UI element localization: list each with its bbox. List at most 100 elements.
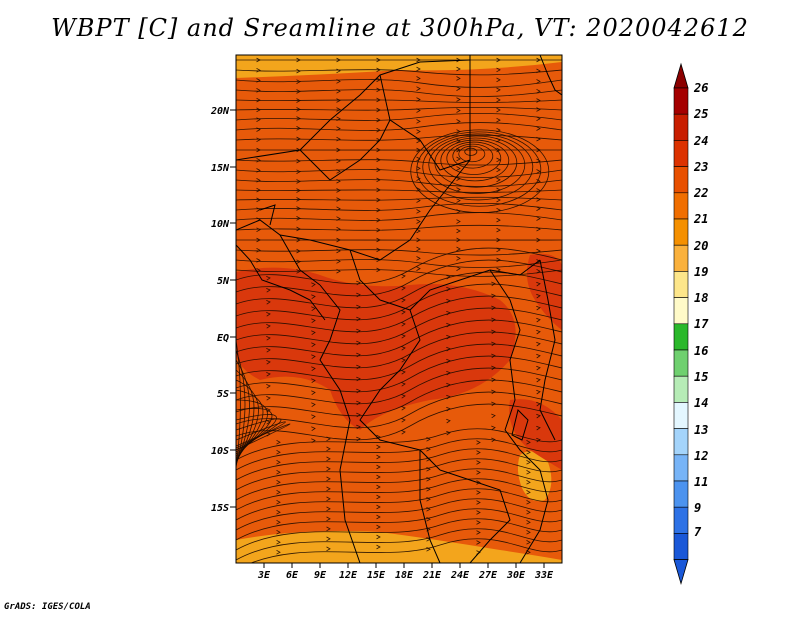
border-7 (359, 309, 441, 471)
streamline-arrow (296, 126, 301, 131)
streamline-arrow (526, 540, 531, 545)
streamline-arrow (416, 138, 421, 144)
streamline-arrow (456, 147, 461, 153)
streamline (236, 295, 562, 333)
streamline-arrow (476, 530, 481, 535)
streamline-arrow (376, 187, 381, 193)
streamline-arrow (336, 88, 341, 94)
streamline-arrow (416, 176, 421, 181)
streamline-arrow (536, 401, 541, 407)
streamline-arrow (256, 258, 261, 263)
streamline-arrow (456, 237, 461, 243)
streamline (236, 247, 562, 285)
streamline-arrow (266, 384, 271, 389)
map-field (236, 55, 562, 563)
streamline-arrow (336, 259, 341, 264)
streamline-arrow (336, 136, 341, 142)
streamline (236, 528, 562, 561)
streamline-arrow (376, 524, 381, 530)
streamline-arrow (256, 147, 261, 153)
streamline-arrow (401, 286, 406, 291)
streamline-arrow (536, 126, 541, 131)
grads-credit: GrADS: IGES/COLA (4, 602, 91, 612)
streamline-arrow (491, 305, 496, 311)
streamline-arrow (491, 413, 496, 419)
streamline-arrow (416, 219, 421, 224)
streamline-arrow (296, 259, 301, 264)
streamline-arrow (426, 437, 431, 442)
streamline-arrow (401, 370, 406, 375)
streamline-arrow (426, 507, 431, 512)
lat-ticks (230, 109, 236, 508)
streamline (236, 488, 562, 521)
streamline-arrow (536, 79, 541, 84)
streamline-arrow (376, 247, 381, 253)
streamline-arrow (296, 237, 301, 243)
streamline-arrow (376, 444, 381, 450)
colorbar-swatch (673, 428, 689, 456)
streamline-arrow (476, 440, 481, 445)
streamline-arrow (416, 228, 421, 234)
streamline-arrow (536, 136, 541, 142)
streamline-arrow (526, 450, 531, 455)
border-15 (236, 244, 326, 321)
streamline-arrow (476, 520, 481, 525)
lon-label: 30E (506, 570, 526, 581)
streamline-arrow (296, 89, 301, 94)
streamline-arrow (356, 400, 361, 406)
country-borders (236, 55, 562, 563)
streamline-arrow (456, 256, 461, 261)
streamline (236, 89, 562, 97)
streamline-arrow (496, 157, 501, 163)
streamline-arrow (536, 353, 541, 359)
colorbar-label: 24 (693, 134, 708, 148)
streamline-arrow (401, 382, 406, 387)
streamline-arrow (536, 329, 541, 335)
streamline-arrow (336, 147, 341, 153)
streamline-arrow (536, 437, 541, 443)
streamline-arrow (536, 116, 541, 122)
streamline-arrow (416, 266, 421, 271)
streamline-arrow (496, 257, 501, 263)
streamline-arrow (336, 178, 341, 184)
colorbar-swatch (673, 192, 689, 220)
streamline-arrow (296, 216, 301, 221)
streamline-arrow (491, 293, 496, 299)
streamline-arrow (376, 167, 381, 173)
streamline-arrow (356, 424, 361, 430)
streamline-arrow (266, 288, 271, 293)
streamline (236, 418, 282, 451)
streamline (236, 508, 562, 541)
streamline-arrow (426, 517, 431, 522)
streamline-arrow (376, 494, 381, 500)
lat-label: 15S (211, 503, 229, 514)
streamline-arrow (376, 237, 381, 243)
streamline-arrow (311, 390, 316, 396)
streamline-arrow (276, 529, 281, 535)
streamline-arrow (376, 464, 381, 470)
streamline (236, 421, 286, 449)
streamline-arrow (536, 226, 541, 232)
streamline-arrow (376, 474, 381, 480)
streamline-arrow (376, 127, 381, 133)
lat-label: EQ (217, 333, 229, 344)
streamline (236, 169, 562, 178)
streamline-arrow (276, 459, 281, 465)
streamline (236, 224, 562, 231)
border-2 (279, 55, 471, 261)
lon-label: 33E (534, 570, 554, 581)
streamline-arrow (456, 86, 461, 91)
streamline-arrow (376, 227, 381, 233)
streamline-arrow (311, 402, 316, 408)
streamline-arrow (401, 298, 406, 303)
streamline-arrow (336, 188, 341, 193)
streamline (452, 143, 494, 169)
streamline-arrow (416, 86, 421, 91)
streamline-arrow (496, 117, 501, 123)
streamline (236, 212, 562, 221)
colorbar-swatch (673, 244, 689, 272)
streamline-arrow (256, 137, 261, 143)
streamline-arrow (536, 413, 541, 419)
streamline (236, 379, 562, 417)
streamline-arrow (276, 489, 281, 495)
